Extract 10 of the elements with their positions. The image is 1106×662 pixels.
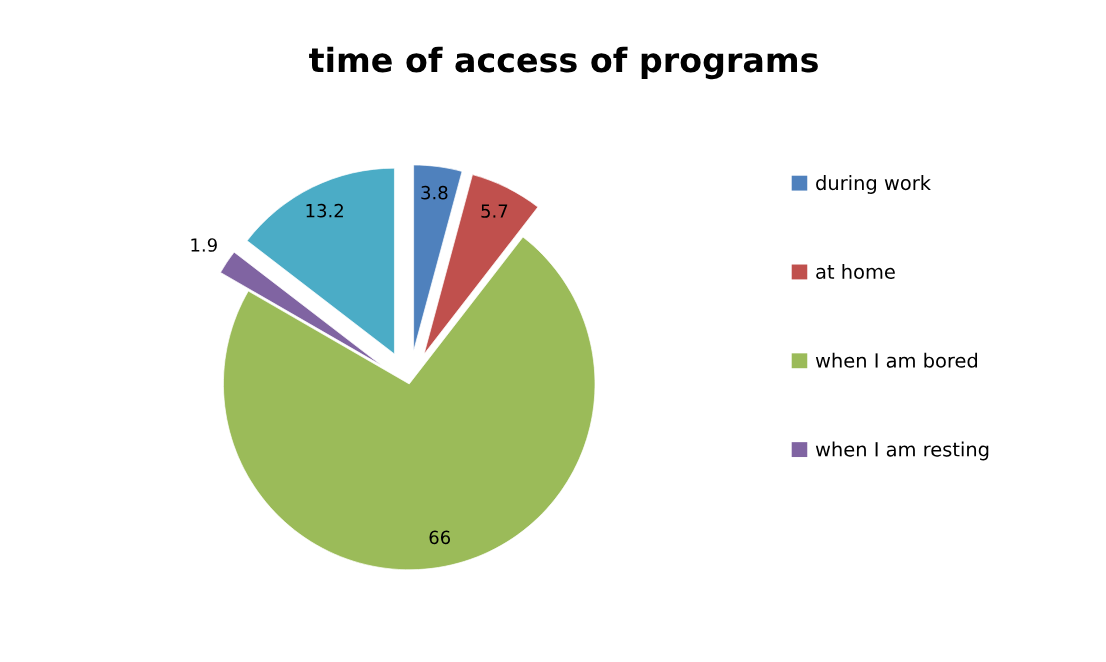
data-label: 13.2 xyxy=(306,203,343,218)
legend-label: at home xyxy=(816,263,895,279)
legend-label: when I am bored xyxy=(815,352,978,368)
legend-label: when I am resting xyxy=(815,441,989,461)
data-label: 3.8 xyxy=(421,185,448,200)
legend-label: during work xyxy=(816,175,931,194)
data-label: 66 xyxy=(429,530,451,545)
chart-title: time of access of programs xyxy=(309,46,818,80)
data-label: 1.9 xyxy=(191,238,217,252)
data-label: 5.7 xyxy=(481,204,508,218)
